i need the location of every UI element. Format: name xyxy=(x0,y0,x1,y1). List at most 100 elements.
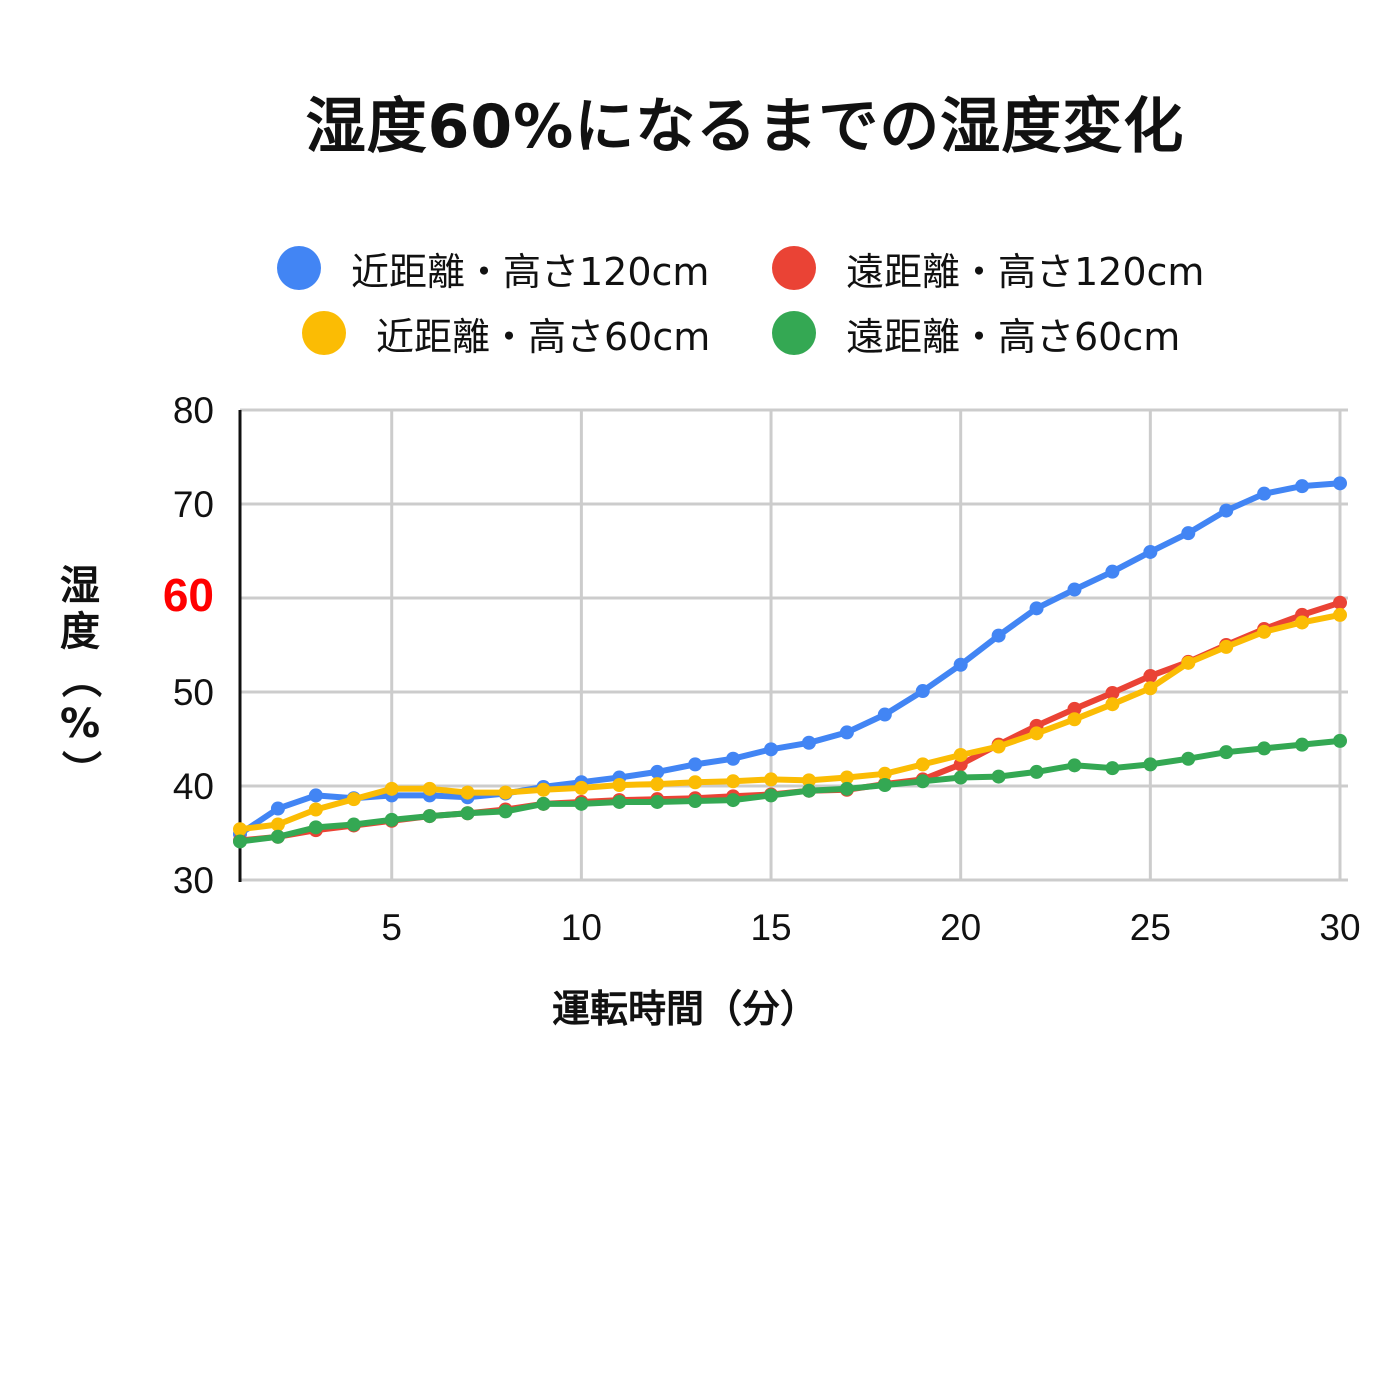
data-point xyxy=(1067,758,1082,773)
data-point xyxy=(688,775,703,790)
x-tick-label: 25 xyxy=(1130,907,1171,948)
x-tick-label: 15 xyxy=(750,907,791,948)
data-point xyxy=(574,796,589,811)
data-point xyxy=(460,806,475,821)
data-point xyxy=(650,794,665,809)
y-tick-label: 40 xyxy=(173,766,214,807)
data-point xyxy=(233,834,247,849)
x-tick-label: 20 xyxy=(940,907,981,948)
data-point xyxy=(384,781,399,796)
y-axis-label-char: 度 xyxy=(60,609,100,655)
x-axis-label: 運転時間（分） xyxy=(551,987,818,1031)
data-point xyxy=(801,735,816,750)
data-point xyxy=(422,809,437,824)
data-point xyxy=(991,739,1006,754)
data-point xyxy=(877,707,892,722)
data-point xyxy=(1143,757,1158,772)
legend-item: 近距離・高さ120cm xyxy=(277,243,710,294)
data-point xyxy=(308,788,323,803)
data-point xyxy=(270,829,285,844)
data-point xyxy=(346,817,361,832)
data-point xyxy=(1333,733,1347,748)
data-point xyxy=(1181,526,1196,541)
y-tick-label: 60 xyxy=(163,569,214,621)
data-point xyxy=(764,742,779,757)
data-point xyxy=(346,792,361,807)
data-point xyxy=(650,777,665,792)
data-point xyxy=(688,757,703,772)
data-point xyxy=(1181,655,1196,670)
data-point xyxy=(801,773,816,788)
data-point xyxy=(915,757,930,772)
data-point xyxy=(839,725,854,740)
legend-swatch xyxy=(277,246,321,290)
data-point xyxy=(1143,681,1158,696)
data-point xyxy=(1219,503,1234,518)
data-point xyxy=(422,781,437,796)
data-point xyxy=(1067,582,1082,597)
y-tick-label: 30 xyxy=(173,860,214,901)
data-point xyxy=(233,822,247,837)
data-point xyxy=(839,770,854,785)
data-point xyxy=(764,788,779,803)
y-axis-label-char: % xyxy=(59,701,101,747)
data-point xyxy=(1333,607,1347,622)
legend-item: 近距離・高さ60cm xyxy=(302,308,711,359)
data-point xyxy=(877,778,892,793)
data-point xyxy=(915,684,930,699)
data-point xyxy=(536,782,551,797)
data-point xyxy=(498,785,513,800)
legend-label: 近距離・高さ120cm xyxy=(351,249,710,294)
data-point xyxy=(764,772,779,787)
data-point xyxy=(726,774,741,789)
data-point xyxy=(1029,601,1044,616)
data-point xyxy=(574,780,589,795)
data-point xyxy=(877,766,892,781)
data-point xyxy=(1067,701,1082,716)
legend-swatch xyxy=(772,246,816,290)
data-point xyxy=(1181,751,1196,766)
legend-swatch xyxy=(302,311,346,355)
data-point xyxy=(688,794,703,809)
legend-label: 近距離・高さ60cm xyxy=(376,314,711,359)
legend-label: 遠距離・高さ120cm xyxy=(846,249,1205,294)
x-tick-label: 30 xyxy=(1319,907,1360,948)
y-tick-label: 50 xyxy=(173,672,214,713)
x-tick-label: 10 xyxy=(561,907,602,948)
legend-item: 遠距離・高さ120cm xyxy=(772,243,1205,294)
y-axis-label-char: 湿 xyxy=(60,563,100,609)
data-point xyxy=(991,628,1006,643)
data-point xyxy=(1257,741,1272,756)
data-point xyxy=(1029,726,1044,741)
data-point xyxy=(650,764,665,779)
data-point xyxy=(726,751,741,766)
data-point xyxy=(1105,761,1120,776)
data-point xyxy=(270,801,285,816)
chart-title: 湿度60%になるまでの湿度変化 xyxy=(305,92,1185,162)
data-point xyxy=(1105,697,1120,712)
data-point xyxy=(1219,745,1234,760)
y-axis-label: 湿度（%） xyxy=(52,563,108,793)
data-point xyxy=(953,770,968,785)
data-point xyxy=(1295,737,1310,752)
data-point xyxy=(1029,764,1044,779)
data-point xyxy=(1105,564,1120,579)
data-point xyxy=(991,769,1006,784)
data-point xyxy=(915,774,930,789)
data-point xyxy=(460,785,475,800)
data-point xyxy=(1143,544,1158,559)
data-point xyxy=(801,783,816,798)
data-point xyxy=(839,781,854,796)
data-point xyxy=(612,794,627,809)
y-tick-label: 80 xyxy=(173,390,214,431)
legend-swatch xyxy=(772,311,816,355)
data-point xyxy=(612,778,627,793)
data-point xyxy=(1105,685,1120,700)
data-point xyxy=(953,657,968,672)
data-point xyxy=(1333,476,1347,491)
data-point xyxy=(953,747,968,762)
data-point xyxy=(1333,595,1347,610)
data-point xyxy=(1295,479,1310,494)
data-point xyxy=(726,793,741,808)
